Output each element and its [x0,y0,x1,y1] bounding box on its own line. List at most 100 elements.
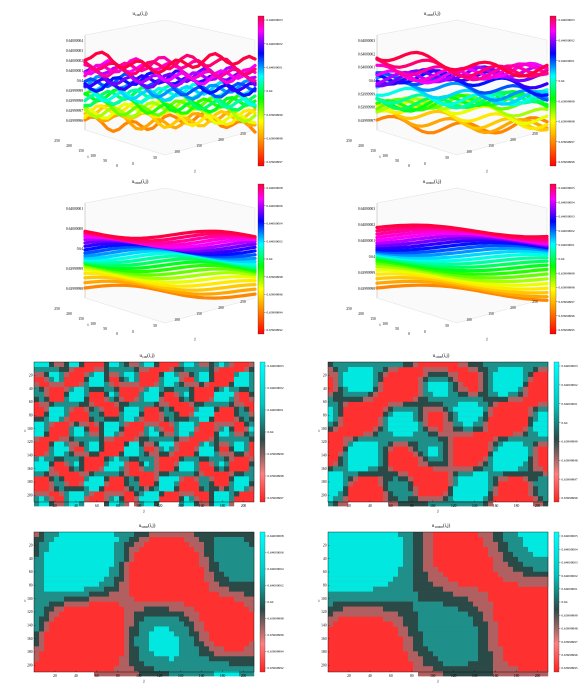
x-tick-label: 160 [199,504,205,508]
map-cell [388,471,394,477]
map-cell [418,532,424,538]
map-cell [443,371,449,378]
map-cell [169,532,175,538]
map-cell [109,571,115,577]
map-cell [164,441,170,447]
map-cell [338,601,344,607]
map-cell [528,566,534,572]
map-cell [84,396,90,402]
x-tick-label: 100 [136,504,142,508]
map-cell [94,441,100,447]
map-cell [244,451,250,457]
map-cell [433,606,439,612]
j-tick-label: 0 [132,162,134,166]
map-cell [398,426,404,432]
map-cell [403,596,409,602]
map-cell [59,436,65,442]
map-cell [149,666,155,672]
map-cell [64,551,70,558]
map-cell [179,471,185,477]
map-cell [154,381,160,388]
map-cell [124,476,130,482]
map-cell [89,586,95,592]
map-cell [468,431,474,437]
map-cell [199,561,205,567]
map-cell [498,456,504,462]
map-cell [114,461,120,467]
map-cell [353,586,359,592]
map-cell [368,396,374,402]
colorbar-tick-label: 0.63999994 [267,310,283,314]
map-cell [69,586,75,592]
map-cell [513,671,519,677]
map-cell [119,546,125,553]
map-cell [458,481,464,487]
map-cell [39,561,45,567]
map-cell [189,431,195,437]
map-cell [483,496,489,502]
map-cell [229,486,235,492]
map-cell [174,626,180,632]
map-cell [204,376,210,383]
map-cell [69,496,75,502]
map-cell [229,581,235,587]
map-cell [124,576,130,582]
map-cell [49,366,55,373]
map-cell [378,471,384,477]
map-cell [54,366,60,373]
map-cell [513,362,519,368]
map-cell [144,601,150,607]
map-cell [503,466,509,472]
i-axis-label: i [87,322,89,327]
map-cell [368,541,374,548]
map-cell [463,491,469,497]
map-cell [134,451,140,457]
map-cell [488,396,494,402]
map-cell [453,426,459,432]
map-cell [513,461,519,467]
map-cell [179,371,185,378]
map-cell [483,416,489,422]
map-cell [144,631,150,637]
map-cell [388,436,394,442]
map-cell [79,466,85,472]
map-cell [149,621,155,627]
map-cell [443,596,449,602]
map-cell [99,591,105,597]
map-cell [418,441,424,447]
map-cell [149,641,155,647]
map-cell [328,601,334,607]
map-cell [144,386,150,393]
map-cell [169,656,175,662]
map-cell [403,426,409,432]
map-cell [473,416,479,422]
map-cell [363,536,369,543]
map-cell [388,421,394,427]
map-cell [433,671,439,677]
map-cell [59,596,65,602]
map-cell [423,371,429,378]
map-cell [144,431,150,437]
map-cell [423,626,429,632]
map-cell [433,666,439,672]
map-cell [353,546,359,553]
map-cell [199,666,205,672]
map-cell [343,586,349,592]
map-cell [99,571,105,577]
surface-band [375,86,549,107]
map-cell [224,431,230,437]
map-cell [408,446,414,452]
map-cell [413,436,419,442]
map-cell [139,616,145,622]
map-cell [503,561,509,567]
map-cell [488,401,494,407]
map-cell [468,426,474,432]
map-cell [104,501,110,507]
map-cell [388,441,394,447]
map-cell [134,666,140,672]
map-cell [408,591,414,597]
map-cell [119,596,125,602]
map-cell [518,456,524,462]
map-cell [114,596,120,602]
map-cell [184,651,190,657]
